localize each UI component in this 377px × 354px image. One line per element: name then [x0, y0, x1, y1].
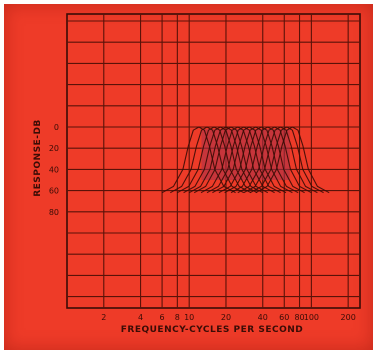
x-tick-label: 10: [184, 313, 194, 322]
y-tick-label: 40: [49, 165, 59, 174]
plot-frame: [66, 13, 361, 309]
x-axis-label: FREQUENCY-CYCLES PER SECOND: [121, 325, 304, 335]
x-tick-label: 4: [138, 313, 143, 322]
filter-curve-4: [183, 126, 258, 194]
filter-curve-3: [177, 126, 252, 194]
filter-curve-16: [255, 126, 330, 194]
y-tick-label: 80: [49, 208, 59, 217]
filter-curve-7: [200, 126, 275, 194]
filter-curve-5: [188, 126, 264, 194]
filter-curve-14: [243, 126, 318, 194]
filter-curve-6: [193, 126, 269, 194]
x-tick-label: 6: [160, 313, 165, 322]
filter-curve-8: [206, 126, 281, 194]
filter-curve-11: [224, 126, 299, 194]
x-tick-label: 60: [279, 313, 289, 322]
filter-curve-2: [170, 126, 245, 194]
filter-curves: [161, 126, 330, 194]
x-tick-label: 8: [175, 313, 180, 322]
filter-curve-15: [249, 126, 324, 194]
filter-curve-13: [237, 126, 312, 194]
y-tick-label: 20: [49, 144, 59, 153]
x-tick-label: 100: [304, 313, 319, 322]
x-tick-label: 20: [221, 313, 231, 322]
filter-curve-10: [218, 126, 293, 194]
x-tick-label: 200: [341, 313, 356, 322]
filter-curve-12: [230, 126, 305, 194]
x-tick-label: 40: [258, 313, 268, 322]
y-tick-label: 0: [54, 123, 59, 132]
y-tick-label: 60: [49, 187, 59, 196]
x-tick-label: 80: [294, 313, 304, 322]
filter-curve-1: [161, 126, 236, 194]
x-tick-label: 2: [101, 313, 106, 322]
y-axis-label: RESPONSE-DB: [33, 119, 43, 197]
